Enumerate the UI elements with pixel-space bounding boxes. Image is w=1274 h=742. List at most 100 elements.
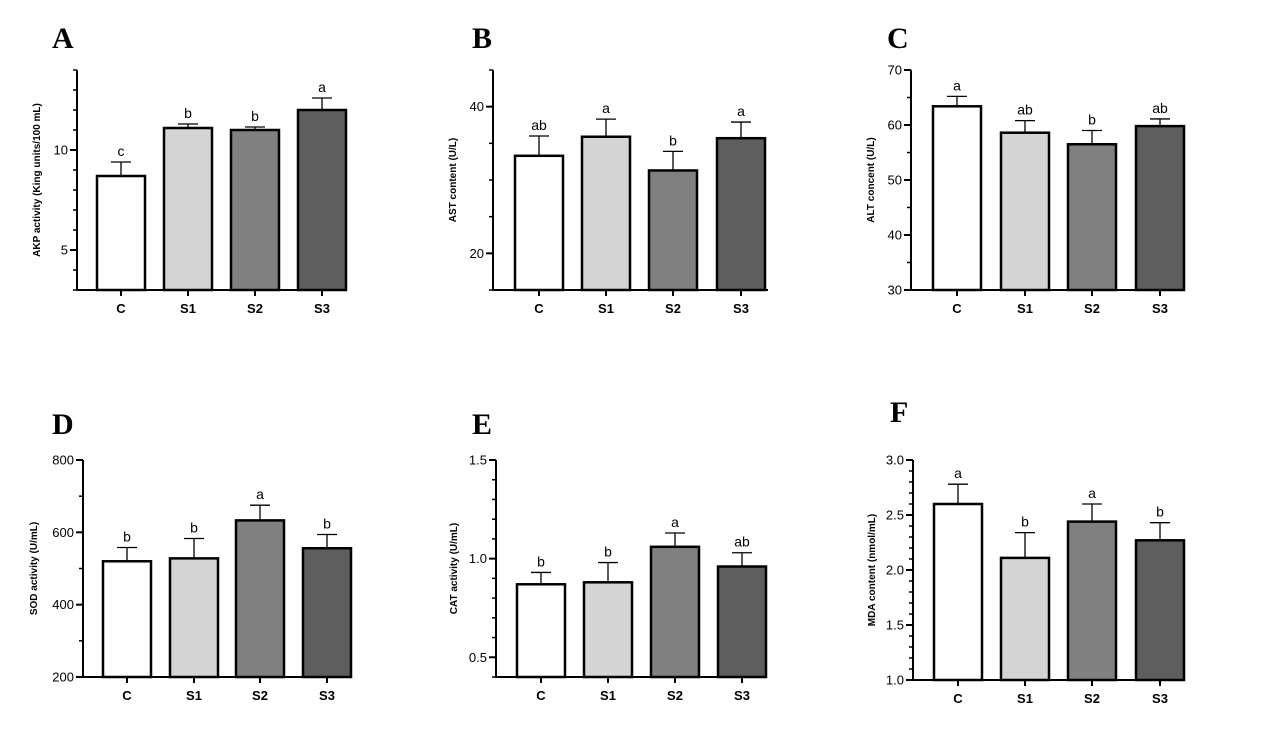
significance-label: b xyxy=(669,132,677,148)
significance-label: a xyxy=(953,77,961,93)
bar-s1 xyxy=(999,131,1051,292)
bar-s1 xyxy=(168,557,220,679)
x-tick-label: S1 xyxy=(600,688,616,703)
y-tick-label: 50 xyxy=(888,173,902,188)
y-axis-title: AKP activity (King units/100 mL) xyxy=(32,103,43,257)
bar-s3 xyxy=(716,565,768,679)
panel-letter: F xyxy=(890,396,908,429)
significance-label: ab xyxy=(1017,102,1033,118)
bar-s3 xyxy=(301,546,353,679)
chart-panel-c: C 30 40 50 60 70 ALT concent (U/L) Ca S1 ab S2 b S3 a… xyxy=(866,22,1186,316)
significance-label: ab xyxy=(531,117,547,133)
bar-s1 xyxy=(580,135,632,292)
significance-label: a xyxy=(671,514,679,530)
y-tick-label: 20 xyxy=(470,246,484,261)
panel-letter: E xyxy=(472,408,492,441)
bar-s3 xyxy=(1134,539,1186,682)
bar-s2 xyxy=(234,519,286,679)
y-axis-title: AST content (U/L) xyxy=(448,138,459,222)
significance-label: b xyxy=(323,516,331,532)
x-tick-label: C xyxy=(952,301,962,316)
y-tick-label: 2.5 xyxy=(886,508,904,523)
y-tick-label: 600 xyxy=(52,525,74,540)
bar-c xyxy=(515,583,567,679)
panel-letter: C xyxy=(887,22,909,55)
y-tick-label: 1.5 xyxy=(886,618,904,633)
y-tick-label: 0.5 xyxy=(469,650,487,665)
x-tick-label: S3 xyxy=(1152,301,1168,316)
y-tick-label: 1.0 xyxy=(469,551,487,566)
x-tick-label: S3 xyxy=(314,301,330,316)
chart-panel-f: F 1.0 1.5 2.0 2.5 3.0 MDA content (nmol/mL) Ca S… xyxy=(867,396,1186,706)
panel-letter: B xyxy=(472,22,492,55)
y-tick-label: 400 xyxy=(52,597,74,612)
x-tick-label: S1 xyxy=(186,688,202,703)
y-tick-label: 2.0 xyxy=(886,563,904,578)
x-tick-label: S1 xyxy=(1017,301,1033,316)
significance-label: ab xyxy=(1152,100,1168,116)
bar-s1 xyxy=(162,126,214,292)
y-tick-label: 3.0 xyxy=(886,453,904,468)
x-tick-label: C xyxy=(536,688,546,703)
significance-label: a xyxy=(954,465,962,481)
y-tick-label: 70 xyxy=(888,63,902,78)
significance-label: c xyxy=(118,143,125,159)
y-tick-label: 40 xyxy=(470,99,484,114)
y-axis-title: CAT activity (U/mL) xyxy=(449,523,460,615)
y-tick-label: 1.5 xyxy=(469,453,487,468)
x-tick-label: S2 xyxy=(667,688,683,703)
significance-label: a xyxy=(737,103,745,119)
y-tick-label: 1.0 xyxy=(886,673,904,688)
significance-label: b xyxy=(1021,514,1029,530)
significance-label: b xyxy=(604,544,612,560)
y-axis-title: ALT concent (U/L) xyxy=(866,137,877,222)
significance-label: b xyxy=(251,108,259,124)
bar-s3 xyxy=(715,136,767,292)
y-tick-label: 200 xyxy=(52,670,74,685)
chart-panel-a: A 5 10 AKP activity (King units/100 mL) Cc S1… xyxy=(32,22,348,316)
significance-label: b xyxy=(190,519,198,535)
y-tick-label: 10 xyxy=(54,143,68,158)
significance-label: a xyxy=(1088,485,1096,501)
x-tick-label: S1 xyxy=(180,301,196,316)
significance-label: b xyxy=(123,529,131,545)
bar-c xyxy=(931,105,983,292)
bar-c xyxy=(95,174,147,292)
bar-s3 xyxy=(296,108,348,292)
y-tick-label: 5 xyxy=(61,243,68,258)
bar-c xyxy=(101,560,153,679)
bar-s2 xyxy=(1066,520,1118,682)
significance-label: ab xyxy=(734,534,750,550)
bar-s3 xyxy=(1134,124,1186,292)
y-tick-label: 60 xyxy=(888,118,902,133)
significance-label: a xyxy=(318,79,326,95)
x-tick-label: S2 xyxy=(1084,301,1100,316)
x-tick-label: S2 xyxy=(247,301,263,316)
bar-s1 xyxy=(999,556,1051,682)
bar-s2 xyxy=(647,169,699,292)
x-tick-label: S1 xyxy=(598,301,614,316)
bar-s2 xyxy=(1066,143,1118,292)
significance-label: b xyxy=(1156,504,1164,520)
panel-letter: A xyxy=(52,22,74,55)
x-tick-label: S2 xyxy=(252,688,268,703)
significance-label: b xyxy=(537,553,545,569)
x-tick-label: S2 xyxy=(1084,691,1100,706)
chart-panel-b: B 20 40 AST content (U/L) Cab S1 a S2 b S3 a xyxy=(448,22,768,316)
chart-panel-e: E 0.5 1.0 1.5 CAT activity (U/mL) Cb S1 b S2 a S3 a… xyxy=(449,408,768,703)
bar-s1 xyxy=(582,581,634,679)
x-tick-label: S3 xyxy=(319,688,335,703)
x-tick-label: S3 xyxy=(733,301,749,316)
significance-label: b xyxy=(184,105,192,121)
y-axis-title: MDA content (nmol/mL) xyxy=(867,514,878,626)
x-tick-label: C xyxy=(534,301,544,316)
significance-label: a xyxy=(602,100,610,116)
x-tick-label: S1 xyxy=(1017,691,1033,706)
y-tick-label: 30 xyxy=(888,283,902,298)
y-tick-label: 800 xyxy=(52,453,74,468)
bar-s2 xyxy=(649,545,701,679)
x-tick-label: C xyxy=(116,301,126,316)
bar-c xyxy=(513,154,565,292)
y-axis-title: SOD activity (U/mL) xyxy=(29,522,40,615)
